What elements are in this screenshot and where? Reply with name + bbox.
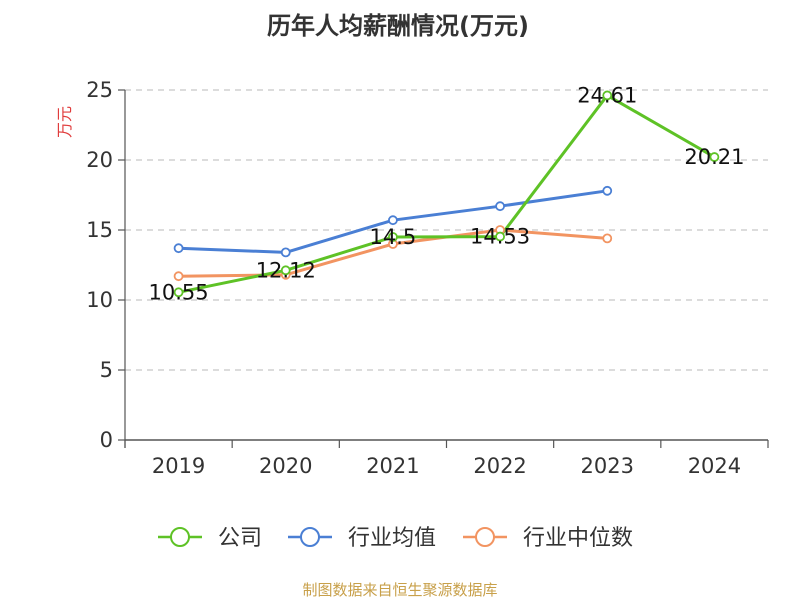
grid-lines xyxy=(125,89,768,371)
data-label: 24.61 xyxy=(577,83,637,107)
data-point xyxy=(173,271,184,282)
data-point xyxy=(388,232,398,242)
y-tick-label: 0 xyxy=(100,428,113,452)
x-axis: 2019 2020 2021 2022 2023 2024 xyxy=(124,439,769,478)
data-label: 14.5 xyxy=(370,225,417,249)
source-note: 制图数据来自恒生聚源数据库 xyxy=(302,581,497,599)
legend-marker xyxy=(475,527,495,547)
y-tick-label: 15 xyxy=(86,218,113,242)
data-point xyxy=(173,243,184,254)
chart-title: 历年人均薪酬情况(万元) xyxy=(267,12,529,40)
data-point xyxy=(280,265,291,276)
series-points xyxy=(173,90,720,298)
legend-marker xyxy=(300,527,320,547)
y-tick-label: 5 xyxy=(100,358,113,382)
y-tick-label: 25 xyxy=(86,78,113,102)
legend-marker xyxy=(170,527,190,547)
data-label: 14.53 xyxy=(470,225,530,249)
data-label: 10.55 xyxy=(149,280,209,304)
data-point xyxy=(709,152,720,162)
data-point xyxy=(602,90,613,101)
data-labels: 10.55 12.12 14.5 14.53 24.61 20.21 xyxy=(149,83,745,304)
x-tick-label: 2023 xyxy=(581,454,634,478)
data-point xyxy=(602,185,613,196)
y-tick-label: 20 xyxy=(86,148,113,172)
x-tick-label: 2024 xyxy=(688,454,741,478)
x-tick-label: 2022 xyxy=(473,454,526,478)
x-tick-label: 2019 xyxy=(152,454,205,478)
data-label: 20.21 xyxy=(684,145,744,169)
y-axis-label: 万元 xyxy=(55,106,74,138)
legend-label: 行业均值 xyxy=(348,526,436,551)
data-point xyxy=(173,287,184,298)
legend: 公司 行业均值 行业中位数 xyxy=(158,526,633,551)
series-line xyxy=(178,93,716,294)
x-tick-label: 2021 xyxy=(366,454,419,478)
data-point xyxy=(388,215,398,226)
y-tick-label: 10 xyxy=(86,288,113,312)
x-tick-label: 2020 xyxy=(259,454,312,478)
y-axis: 0 5 10 15 20 25 xyxy=(86,78,126,452)
data-point xyxy=(602,233,613,244)
data-point xyxy=(495,201,505,212)
data-label: 12.12 xyxy=(256,258,316,282)
data-point xyxy=(280,247,291,258)
legend-label: 行业中位数 xyxy=(523,526,633,551)
data-point xyxy=(495,231,505,242)
legend-label: 公司 xyxy=(218,526,262,551)
